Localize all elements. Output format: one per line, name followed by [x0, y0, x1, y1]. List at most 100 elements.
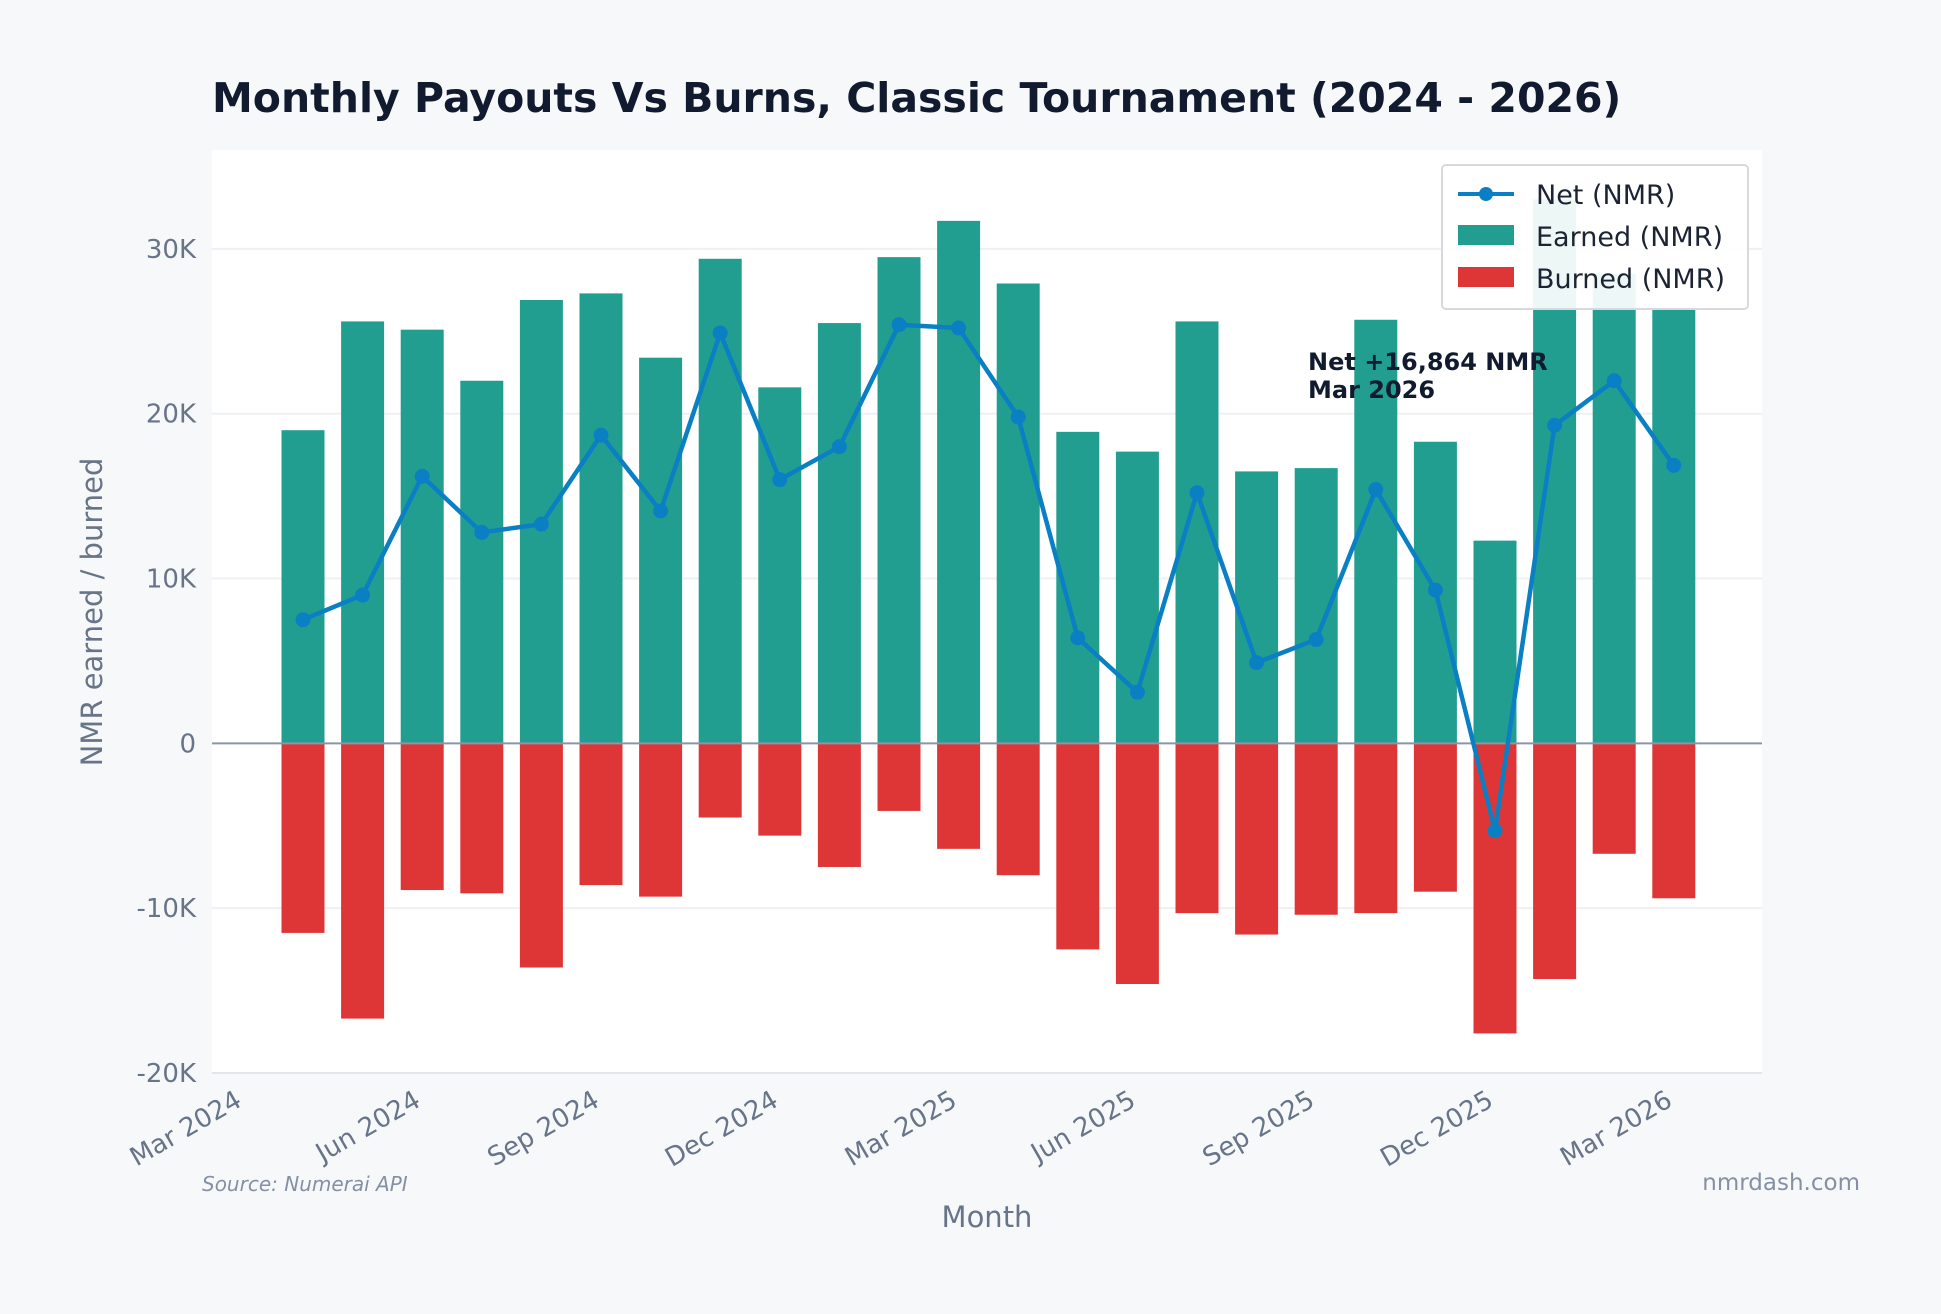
net-point — [1547, 417, 1563, 433]
legend-box — [1441, 164, 1749, 310]
chart-title: Monthly Payouts Vs Burns, Classic Tourna… — [212, 74, 1621, 122]
earned-bar — [937, 220, 981, 744]
net-point — [1010, 409, 1026, 425]
bars — [281, 199, 1696, 1034]
earned-bar — [400, 329, 444, 744]
net-point — [1606, 373, 1622, 389]
burned-bar — [698, 743, 742, 818]
net-point — [1427, 582, 1443, 598]
earned-bar — [281, 430, 325, 744]
x-tick-label: Jun 2024 — [309, 1085, 425, 1170]
burned-bar — [1533, 743, 1577, 980]
earned-bar — [1652, 309, 1696, 744]
net-point — [653, 503, 669, 519]
annotation-line1: Net +16,864 NMR — [1308, 348, 1548, 376]
burned-bar — [996, 743, 1040, 876]
legend-earned-label: Earned (NMR) — [1536, 222, 1723, 253]
burned-bar — [1413, 743, 1457, 892]
x-tick-label: Dec 2025 — [1375, 1085, 1498, 1173]
burned-bar — [1592, 743, 1636, 854]
legend-burned-swatch — [1458, 267, 1514, 287]
y-axis-label: NMR earned / burned — [75, 458, 109, 767]
x-tick-label: Dec 2024 — [660, 1085, 783, 1173]
y-tick-labels: -20K -10K 0 10K 20K 30K — [136, 235, 196, 1089]
burned-bar — [639, 743, 683, 897]
source-note: Source: Numerai API — [202, 1172, 408, 1196]
earned-bar — [1473, 540, 1517, 744]
net-point — [533, 516, 549, 532]
burned-bar — [400, 743, 444, 891]
net-point — [1368, 482, 1384, 498]
net-point — [414, 468, 430, 484]
y-tick-label: -20K — [136, 1059, 196, 1089]
burned-bar — [1354, 743, 1398, 914]
earned-bar — [1235, 471, 1279, 744]
burned-bar — [460, 743, 504, 894]
net-point — [1189, 485, 1205, 501]
earned-bar — [639, 357, 683, 744]
y-tick-label: 10K — [146, 565, 197, 595]
net-point — [355, 587, 371, 603]
x-tick-label: Mar 2025 — [840, 1085, 962, 1173]
burned-bar — [1175, 743, 1219, 914]
burned-bar — [937, 743, 981, 849]
burned-bar — [1235, 743, 1279, 935]
legend-item-net: Net (NMR) — [1458, 180, 1675, 211]
legend-net-label: Net (NMR) — [1536, 180, 1675, 211]
net-line — [295, 317, 1682, 839]
earned-bar — [579, 293, 623, 744]
x-tick-label: Sep 2025 — [1198, 1085, 1320, 1173]
net-point — [1487, 823, 1503, 839]
y-tick-label: 20K — [146, 400, 197, 430]
earned-bar — [341, 321, 385, 744]
y-tick-label: 0 — [179, 729, 196, 759]
earned-bar — [817, 323, 861, 744]
net-point — [891, 317, 907, 333]
x-tick-label: Mar 2026 — [1555, 1085, 1677, 1173]
net-point — [831, 439, 847, 455]
burned-bar — [877, 743, 921, 811]
site-watermark: nmrdash.com — [1702, 1170, 1860, 1196]
y-tick-label: -10K — [136, 894, 196, 924]
legend-item-burned: Burned (NMR) — [1458, 264, 1725, 295]
net-point — [474, 524, 490, 540]
x-tick-label: Mar 2024 — [125, 1085, 247, 1173]
burned-bar — [519, 743, 563, 968]
burned-bar — [1115, 743, 1159, 984]
annotation-line2: Mar 2026 — [1308, 376, 1435, 404]
burned-bar — [1294, 743, 1338, 915]
net-point — [295, 612, 311, 628]
x-tick-label: Sep 2024 — [483, 1085, 605, 1173]
earned-bar — [877, 257, 921, 744]
burned-bar — [281, 743, 325, 933]
legend-earned-swatch — [1458, 225, 1514, 245]
x-tick-label: Jun 2025 — [1025, 1085, 1141, 1170]
net-point — [1666, 457, 1682, 473]
net-point — [1129, 684, 1145, 700]
earned-bar — [1592, 273, 1636, 744]
burned-bar — [1056, 743, 1100, 950]
net-point — [712, 325, 728, 341]
x-tick-labels: Mar 2024 Jun 2024 Sep 2024 Dec 2024 Mar 2025… — [125, 1085, 1677, 1173]
net-point — [1070, 630, 1086, 646]
burned-bar — [817, 743, 861, 867]
legend: Net (NMR) Earned (NMR) Burned (NMR) — [1441, 164, 1749, 310]
net-point — [1308, 632, 1324, 648]
x-axis-label: Month — [942, 1200, 1033, 1234]
burned-bar — [1473, 743, 1517, 1034]
net-point — [772, 472, 788, 488]
net-polyline — [302, 322, 1676, 833]
burned-bar — [579, 743, 623, 886]
legend-burned-label: Burned (NMR) — [1536, 264, 1725, 295]
annotation: Net +16,864 NMR Mar 2026 — [1308, 348, 1548, 404]
net-point — [951, 320, 967, 336]
net-point — [1249, 655, 1265, 671]
burned-bar — [341, 743, 385, 1019]
legend-item-earned: Earned (NMR) — [1458, 222, 1723, 253]
burned-bar — [758, 743, 802, 836]
y-tick-label: 30K — [146, 235, 197, 265]
earned-bar — [460, 380, 504, 744]
legend-net-marker — [1479, 187, 1493, 201]
net-point — [593, 427, 609, 443]
